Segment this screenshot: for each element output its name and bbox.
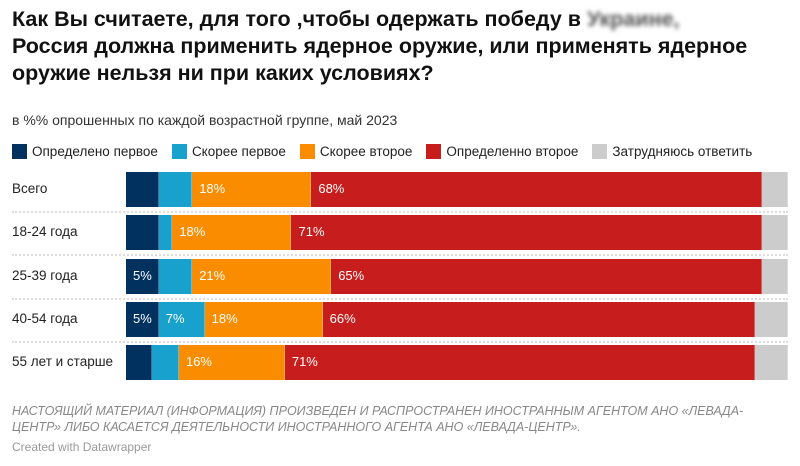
category-label: Всего [12, 181, 48, 196]
category-label: 25-39 года [12, 267, 78, 283]
bar-segment [126, 172, 160, 207]
data-label: 16% [185, 354, 212, 370]
bar-segment [761, 215, 788, 251]
chart-subtitle: в %% опрошенных по каждой возрастной гру… [12, 112, 398, 128]
data-label: 18% [211, 310, 238, 326]
legend-label: Скорее второе [319, 144, 413, 159]
legend-swatch [12, 144, 27, 159]
title-part: Как Вы считаете, для того ,чтобы одержат… [12, 7, 581, 31]
data-label: 71% [291, 354, 318, 370]
bar-row: 18-24 года 18% 71% [0, 215, 800, 251]
bar-segment: 5% [126, 258, 160, 294]
legend-label: Определено первое [32, 144, 158, 159]
stacked-bar: 18% 68% [126, 172, 788, 207]
bar-segment [152, 345, 179, 381]
credit: Created with Datawrapper [12, 440, 152, 454]
data-label: 18% [179, 224, 206, 240]
legend-swatch [426, 144, 442, 159]
title-blurred-word: Украине, [586, 7, 680, 31]
category-label: 55 лет и старше [12, 354, 114, 370]
legend-item: Скорее первое [171, 144, 286, 159]
bar-segment: 66% [322, 301, 756, 337]
category-label: 18-24 года [12, 224, 78, 240]
bar-segment [761, 258, 788, 294]
data-label: 71% [298, 224, 325, 240]
legend-label: Определенно второе [446, 144, 579, 159]
bar-segment: 18% [172, 215, 292, 251]
data-label: 65% [338, 267, 365, 283]
bar-segment [159, 258, 193, 294]
data-label: 68% [318, 181, 345, 196]
data-label: 7% [165, 310, 185, 326]
row-separator [12, 297, 788, 300]
row-separator [12, 254, 788, 257]
legend-label: Затрудняюсь ответить [612, 144, 753, 159]
bar-row: 55 лет и старше 16% 71% [0, 345, 800, 381]
bar-segment [755, 301, 788, 337]
bar-segment: 71% [284, 345, 755, 381]
legend-swatch [592, 144, 608, 159]
bar-segment: 5% [126, 301, 159, 337]
legend-label: Скорее первое [191, 144, 286, 159]
legend-item: Затрудняюсь ответить [592, 144, 752, 159]
chart-title: Как Вы считаете, для того ,чтобы одержат… [12, 6, 792, 87]
bar-segment: 7% [158, 301, 205, 337]
data-label: 5% [133, 267, 152, 283]
bar-row: 25-39 года 5% 21% 65% [0, 258, 800, 294]
row-separator [12, 340, 788, 343]
legend-item: Определенно второе [426, 144, 578, 159]
bar-segment [159, 215, 173, 251]
bar-segment: 18% [192, 172, 312, 207]
bar-segment [126, 215, 160, 251]
bar-segment: 65% [331, 258, 762, 294]
row-separator [12, 211, 788, 213]
legend-swatch [299, 144, 315, 159]
category-label: 40-54 года [12, 310, 78, 326]
stacked-bar: 5% 7% 18% 66% [126, 301, 788, 337]
bar-segment: 16% [178, 345, 285, 381]
bar-segment [159, 172, 193, 207]
bar-segment: 71% [291, 215, 762, 251]
data-label: 66% [329, 310, 356, 326]
legend-item: Скорее второе [299, 144, 413, 159]
bar-segment: 68% [311, 172, 762, 207]
stacked-bar: 5% 21% 65% [126, 258, 788, 294]
bar-row: 40-54 года 5% 7% 18% 66% [0, 301, 800, 337]
bar-segment: 21% [192, 258, 332, 294]
disclaimer-note: НАСТОЯЩИЙ МАТЕРИАЛ (ИНФОРМАЦИЯ) ПРОИЗВЕД… [12, 404, 744, 434]
legend-swatch [171, 144, 187, 159]
bar-segment [754, 345, 788, 381]
bar-segment [761, 172, 788, 207]
stacked-bar: 16% 71% [126, 345, 788, 381]
bar-row: Всего 18% 68% [0, 172, 800, 207]
stacked-bar: 18% 71% [126, 215, 788, 251]
title-part: Россия должна применить ядерное оружие, … [12, 34, 748, 85]
bar-segment: 18% [204, 301, 323, 337]
data-label: 18% [199, 181, 226, 196]
legend-item: Определено первое [12, 144, 158, 159]
data-label: 5% [133, 310, 152, 326]
data-label: 21% [199, 267, 226, 283]
legend: Определено первое Скорее первое Скорее вто… [12, 144, 766, 159]
bar-segment [126, 345, 153, 381]
